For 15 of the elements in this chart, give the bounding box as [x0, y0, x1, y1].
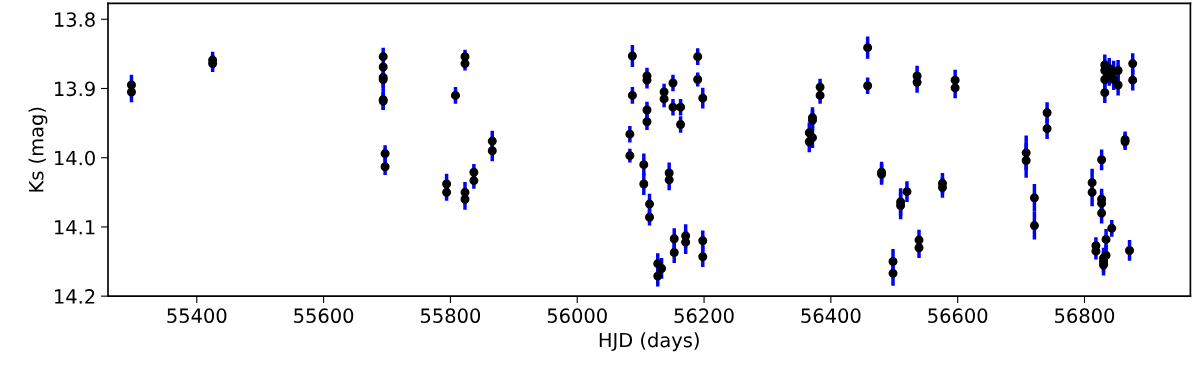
x-tick-label: 56800	[1055, 308, 1115, 324]
y-tick-label: 14.2	[55, 289, 95, 304]
x-tick-label: 56000	[547, 308, 607, 324]
y-tick-label: 13.9	[55, 81, 95, 97]
x-tick-label: 55400	[167, 308, 227, 324]
x-tick-label: 56600	[928, 308, 988, 324]
y-axis-title: Ks (mag)	[28, 107, 48, 192]
x-tick-label: 56200	[674, 308, 734, 324]
x-tick-label: 55600	[294, 308, 354, 324]
x-tick-label: 56400	[801, 308, 861, 324]
y-tick-label: 14.1	[55, 220, 95, 235]
x-tick-label: 55800	[420, 308, 481, 324]
y-tick-label: 13.8	[55, 12, 95, 27]
y-tick-label: 14.0	[55, 150, 95, 166]
x-axis-title: HJD (days)	[599, 332, 699, 352]
